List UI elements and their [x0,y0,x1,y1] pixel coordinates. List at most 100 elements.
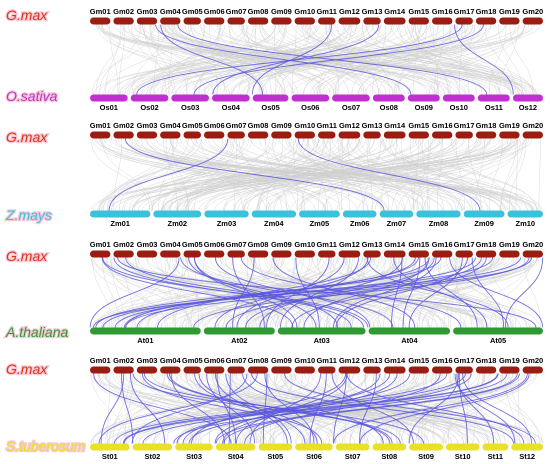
chromosome-label: Gm04 [160,7,182,16]
chromosome-label: Gm17 [454,121,475,130]
background-link [177,138,343,211]
background-link [359,138,511,211]
chromosome-label: Gm13 [362,121,383,130]
chromosome-bar [247,366,269,374]
background-link [397,24,428,95]
bottom-chromosome-track: Zm01 Zm02 Zm03 Zm04 Zm05 Zm06 Zm07 Zm08 Zm09 Zm10 [90,210,543,228]
background-link [362,24,390,95]
chromosome-label: Gm09 [271,121,292,130]
background-link [118,24,125,95]
background-link [242,138,308,211]
background-link [341,138,343,211]
chromosome-label: At04 [401,336,418,345]
background-link [153,24,160,95]
chromosome-label: Gm05 [182,7,203,16]
chromosome-label: Gm05 [182,356,203,365]
chromosome-bar [294,17,315,25]
chromosome-bar [408,131,429,139]
chromosome-bar [294,366,315,374]
chromosome-bar [455,17,473,25]
panel-gmax-stuberosum: Gm01 Gm02 Gm03 Gm04 Gm05 Gm06 Gm07 Gm08 Gm09 Gm10… [5,356,543,461]
background-link [90,257,168,328]
syntenic-link [245,257,435,328]
top-species-label: G.max [6,7,48,23]
chromosome-bar [522,131,543,139]
background-links [91,24,541,95]
syntenic-link [206,373,256,444]
chromosome-label: Gm06 [204,121,225,130]
top-chromosome-track: Gm01 Gm02 Gm03 Gm04 Gm05 Gm06 Gm07 Gm08 Gm09 Gm10… [90,121,543,139]
background-link [336,138,503,211]
chromosome-bar [299,210,340,218]
chromosome-bar [338,17,361,25]
background-link [199,24,220,95]
chromosome-bar [335,443,370,451]
chromosome-bar [463,210,505,218]
chromosome-label: Zm05 [310,219,330,228]
syntenic-link [393,257,488,328]
chromosome-label: Gm14 [384,7,406,16]
background-link [294,373,458,444]
chromosome-label: Gm12 [339,7,360,16]
syntenic-link [240,257,462,328]
chromosome-label: St06 [306,452,322,461]
background-link [455,138,465,211]
chromosome-label: Gm07 [226,7,247,16]
chromosome-bar [363,250,381,258]
background-link [102,257,120,328]
background-link [172,257,184,328]
chromosome-label: Gm09 [271,240,292,249]
chromosome-bar [368,327,451,335]
chromosome-bar [318,17,336,25]
background-link [397,257,459,328]
chromosome-label: Gm01 [90,7,111,16]
chromosome-label: St10 [455,452,471,461]
background-link [119,24,277,95]
syntenic-link [333,373,347,444]
syntenic-link [284,373,536,444]
syntenic-link [408,257,463,328]
chromosome-bar [442,94,475,102]
background-link [207,138,509,211]
background-link [448,24,470,95]
background-link [538,138,541,211]
chromosome-label: St07 [345,452,361,461]
syntenic-link [291,257,487,328]
chromosome-bar [432,17,453,25]
chromosome-label: Gm01 [90,240,111,249]
chromosome-label: Gm15 [408,7,429,16]
chromosome-bar [383,250,406,258]
chromosome-label: At03 [314,336,330,345]
chromosome-bar [252,94,289,102]
background-link [340,373,489,444]
chromosome-label: Gm10 [294,356,315,365]
background-link [340,138,462,211]
chromosome-bar [132,443,173,451]
background-link [301,24,512,95]
syntenic-link [214,257,369,328]
chromosome-label: Gm10 [294,7,315,16]
background-link [149,138,329,211]
background-link [128,138,327,211]
chromosome-label: At05 [490,336,506,345]
chromosome-bar [153,210,202,218]
background-link [488,24,507,95]
chromosome-bar [432,250,453,258]
chromosome-label: Gm06 [204,356,225,365]
chromosome-bar [407,94,440,102]
background-link [261,257,538,328]
background-link [293,138,298,211]
chromosome-label: Gm12 [339,121,360,130]
chromosome-label: Zm10 [516,219,536,228]
syntenic-link [232,257,265,328]
background-link [465,373,469,444]
syntenic-link [193,257,530,328]
chromosome-label: Gm17 [454,7,475,16]
background-link [361,373,538,444]
chromosome-label: Gm16 [432,121,453,130]
syntenic-link [223,373,520,444]
background-link [457,138,522,211]
chromosome-bar [136,17,158,25]
background-link [278,24,445,95]
background-link [170,138,223,211]
